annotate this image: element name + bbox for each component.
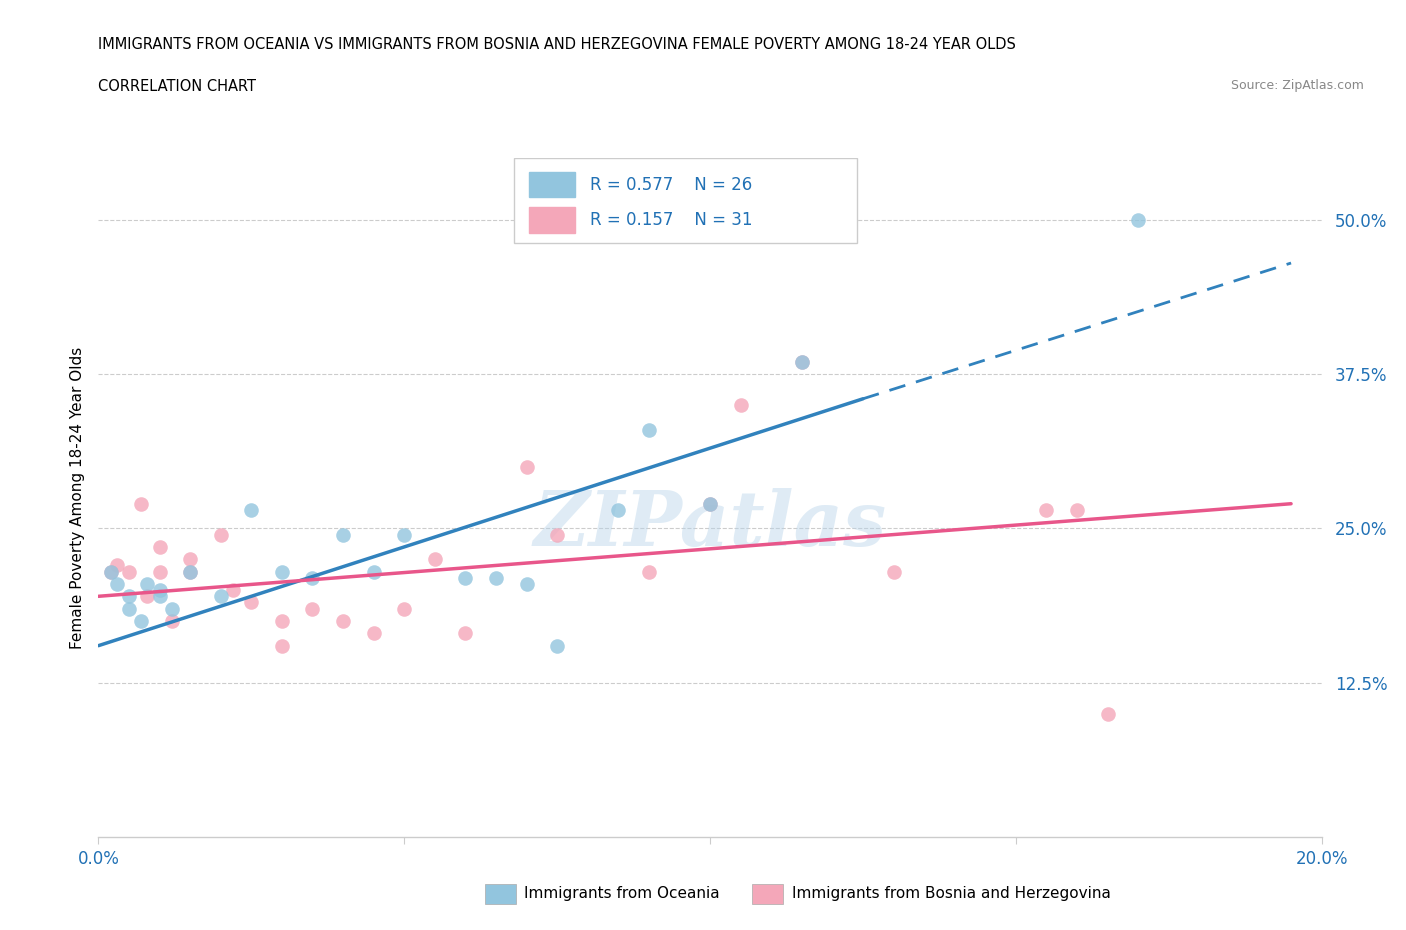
Point [423, 551, 446, 566]
Point [332, 614, 354, 629]
Point [240, 502, 263, 517]
Point [699, 497, 721, 512]
Point [118, 601, 141, 616]
Text: Immigrants from Bosnia and Herzegovina: Immigrants from Bosnia and Herzegovina [792, 886, 1111, 901]
Text: Source: ZipAtlas.com: Source: ZipAtlas.com [1230, 79, 1364, 92]
Point [100, 565, 122, 579]
Text: R = 0.157    N = 31: R = 0.157 N = 31 [591, 211, 752, 229]
Point [516, 459, 538, 474]
Point [100, 565, 122, 579]
Point [240, 595, 263, 610]
Text: CORRELATION CHART: CORRELATION CHART [98, 79, 256, 94]
FancyBboxPatch shape [529, 207, 575, 232]
Point [516, 577, 538, 591]
Point [546, 638, 568, 653]
Point [136, 589, 159, 604]
Point [637, 565, 661, 579]
Point [160, 614, 183, 629]
Point [392, 601, 416, 616]
Point [209, 589, 232, 604]
Point [301, 570, 323, 585]
FancyBboxPatch shape [515, 158, 856, 243]
Point [179, 551, 201, 566]
Point [209, 527, 232, 542]
Point [363, 565, 385, 579]
Point [392, 527, 416, 542]
Point [699, 497, 721, 512]
Point [179, 565, 201, 579]
Y-axis label: Female Poverty Among 18-24 Year Olds: Female Poverty Among 18-24 Year Olds [69, 347, 84, 649]
Point [105, 558, 128, 573]
Point [118, 565, 141, 579]
Point [149, 565, 172, 579]
Point [222, 583, 245, 598]
Point [1035, 502, 1057, 517]
Point [129, 497, 152, 512]
FancyBboxPatch shape [529, 172, 575, 197]
Point [129, 614, 152, 629]
Point [332, 527, 354, 542]
Point [485, 570, 508, 585]
Point [105, 577, 128, 591]
Point [270, 614, 292, 629]
Point [149, 539, 172, 554]
Text: ZIPatlas: ZIPatlas [533, 487, 887, 562]
Point [149, 583, 172, 598]
Point [546, 527, 568, 542]
Text: Immigrants from Oceania: Immigrants from Oceania [524, 886, 720, 901]
Point [160, 601, 183, 616]
Point [179, 565, 201, 579]
Point [607, 502, 630, 517]
Point [149, 589, 172, 604]
Point [790, 354, 813, 369]
Point [270, 638, 292, 653]
Point [790, 354, 813, 369]
Point [1066, 502, 1088, 517]
Point [136, 577, 159, 591]
Point [730, 397, 752, 412]
Point [118, 589, 141, 604]
Point [270, 565, 292, 579]
Text: R = 0.577    N = 26: R = 0.577 N = 26 [591, 176, 752, 193]
Point [301, 601, 323, 616]
Point [454, 626, 477, 641]
Point [883, 565, 905, 579]
Point [1128, 212, 1150, 227]
Point [363, 626, 385, 641]
Point [454, 570, 477, 585]
Point [1097, 706, 1119, 721]
Point [637, 422, 661, 437]
Text: IMMIGRANTS FROM OCEANIA VS IMMIGRANTS FROM BOSNIA AND HERZEGOVINA FEMALE POVERTY: IMMIGRANTS FROM OCEANIA VS IMMIGRANTS FR… [98, 37, 1017, 52]
